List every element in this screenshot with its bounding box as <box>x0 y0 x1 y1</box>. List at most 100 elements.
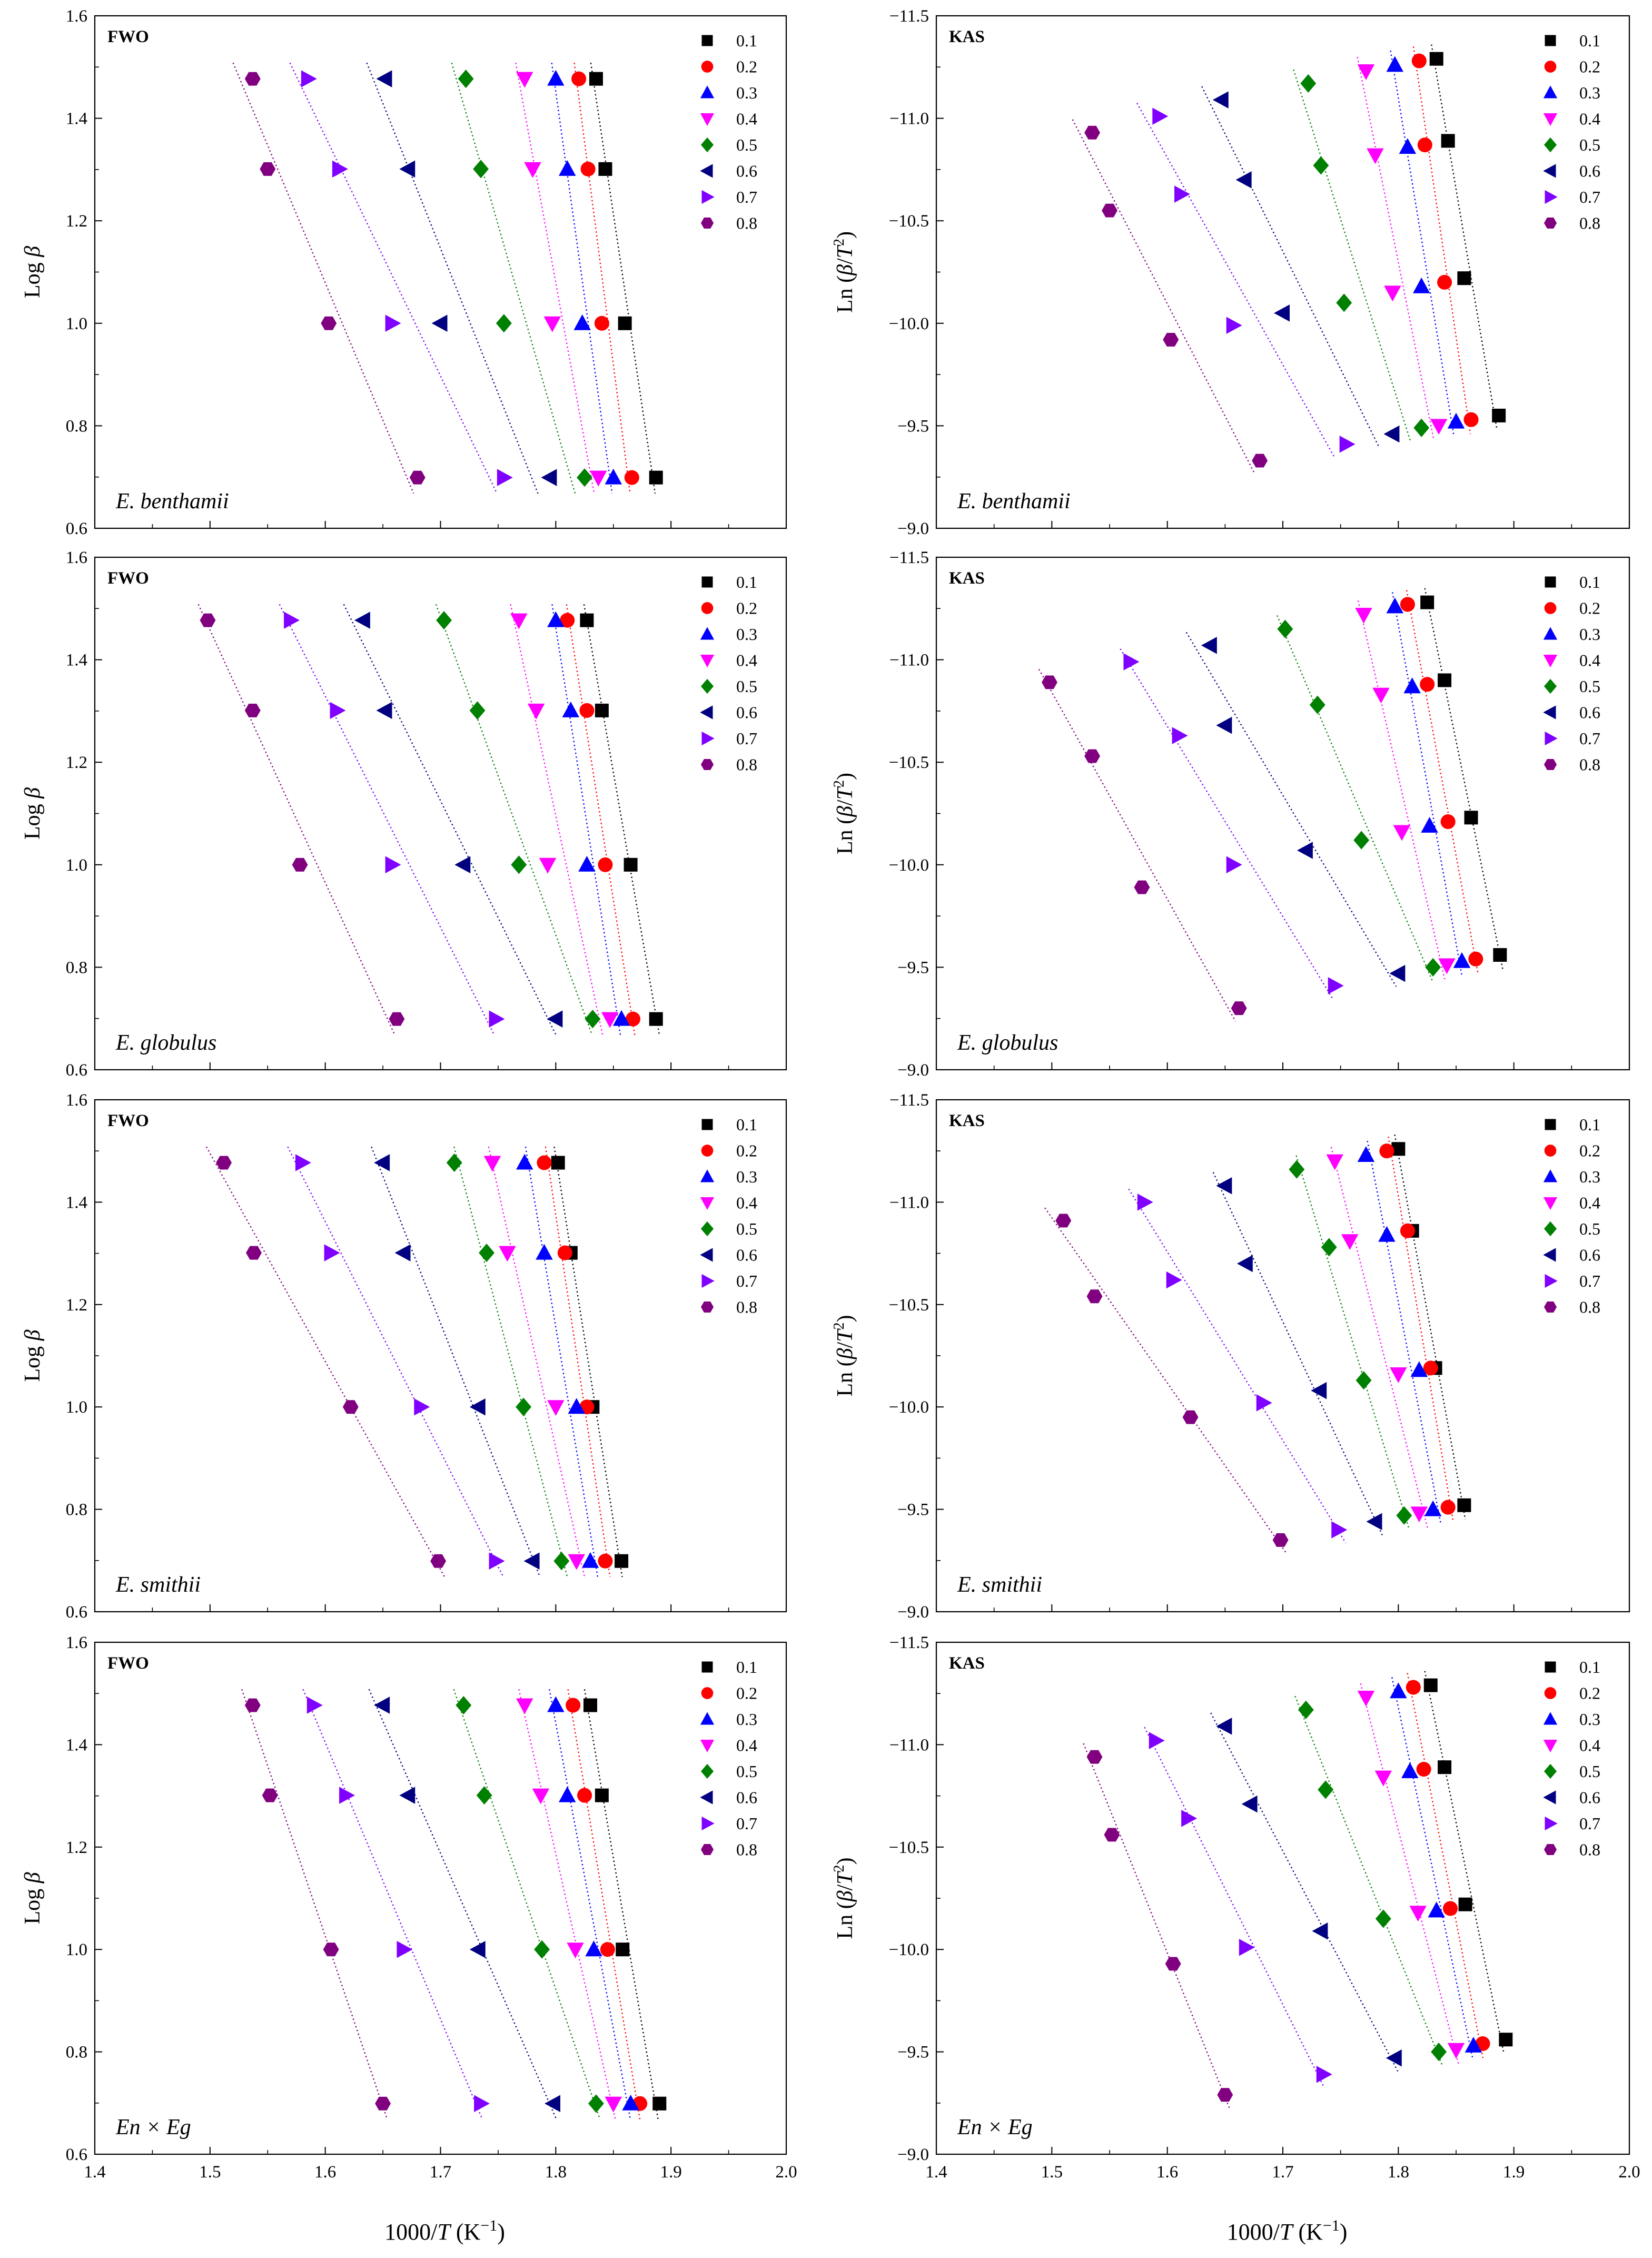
legend-marker-0.3 <box>700 627 715 640</box>
data-point-0.8 <box>1252 453 1268 468</box>
fit-line-0.8 <box>1038 669 1236 1022</box>
data-point-0.7 <box>497 469 513 486</box>
fit-line-0.5 <box>451 63 576 494</box>
panel-fwo-1: 0.6 0.8 1.0 1.2 1.4 1.6 Log β FWO E. benthamii 0.… <box>21 7 787 538</box>
legend-marker-0.4 <box>1543 1740 1558 1753</box>
data-point-0.5 <box>1318 1780 1334 1799</box>
data-point-0.7 <box>474 2095 490 2113</box>
legend-marker-0.2 <box>701 1687 714 1699</box>
legend-label-0.3: 0.3 <box>736 1167 757 1186</box>
legend-label-0.2: 0.2 <box>736 57 757 76</box>
data-point-0.3 <box>516 1153 533 1170</box>
legend-marker-0.6 <box>700 1790 713 1805</box>
data-point-0.2 <box>1440 1500 1456 1515</box>
data-point-0.4 <box>1341 1234 1359 1250</box>
data-point-0.2 <box>1406 1680 1421 1695</box>
data-point-0.3 <box>547 611 565 627</box>
data-point-0.2 <box>571 71 587 86</box>
legend-marker-0.8 <box>700 218 714 229</box>
fit-line-0.1 <box>1431 44 1498 430</box>
sample-label: En × Eg <box>115 2115 191 2139</box>
data-point-0.7 <box>301 70 317 87</box>
legend-label-0.7: 0.7 <box>736 188 757 206</box>
fit-line-0.1 <box>1424 1671 1505 2054</box>
y-axis-label: Log β <box>21 1329 45 1382</box>
method-label: FWO <box>107 1111 149 1130</box>
legend-label-0.6: 0.6 <box>1579 1246 1600 1265</box>
legend-label-0.1: 0.1 <box>736 573 757 591</box>
panel-fwo-2: 0.6 0.8 1.0 1.2 1.4 1.6 Log β FWO E. globulus 0.1… <box>21 548 787 1080</box>
data-point-0.2 <box>1417 137 1432 153</box>
legend-label-0.3: 0.3 <box>1579 83 1600 102</box>
data-point-0.1 <box>595 703 609 717</box>
legend-marker-0.4 <box>1543 1197 1558 1210</box>
data-point-0.7 <box>385 856 401 874</box>
data-point-0.4 <box>1357 1690 1375 1707</box>
data-point-0.1 <box>598 162 612 176</box>
data-point-0.7 <box>324 1244 340 1261</box>
data-point-0.3 <box>585 1940 602 1957</box>
y-tick-label: 1.2 <box>66 1296 87 1315</box>
fit-line-0.5 <box>453 1689 601 2120</box>
data-point-0.5 <box>1413 418 1430 437</box>
data-point-0.5 <box>577 468 592 487</box>
data-point-0.4 <box>539 857 557 874</box>
legend-marker-0.3 <box>700 85 715 98</box>
data-point-0.8 <box>1041 675 1057 689</box>
data-point-0.8 <box>430 1554 447 1568</box>
fit-line-0.4 <box>1360 1683 1459 2064</box>
data-point-0.8 <box>389 1012 405 1026</box>
data-point-0.1 <box>580 613 594 627</box>
data-point-0.6 <box>1216 1177 1232 1195</box>
data-point-0.5 <box>1353 831 1370 850</box>
fit-line-0.4 <box>1357 56 1435 440</box>
data-point-0.1 <box>1492 408 1506 422</box>
data-point-0.3 <box>612 1010 630 1026</box>
y-tick-label: 0.8 <box>66 417 87 436</box>
legend-marker-0.3 <box>1543 1712 1558 1725</box>
data-point-0.4 <box>1430 419 1448 435</box>
data-point-0.3 <box>1465 2037 1482 2053</box>
x-tick-label: 1.5 <box>1041 2163 1063 2182</box>
y-tick-label: 1.4 <box>66 1193 87 1212</box>
data-point-0.3 <box>1378 1226 1396 1242</box>
data-point-0.5 <box>446 1153 462 1172</box>
fit-line-0.5 <box>435 604 593 1036</box>
data-point-0.8 <box>1055 1214 1072 1228</box>
legend-label-0.4: 0.4 <box>1579 110 1600 129</box>
data-point-0.6 <box>1383 425 1400 443</box>
data-point-0.8 <box>409 470 426 485</box>
data-point-0.5 <box>1309 695 1325 714</box>
fit-line-0.2 <box>1407 1673 1484 2058</box>
legend-marker-0.1 <box>701 576 713 588</box>
legend-marker-0.5 <box>1544 678 1557 694</box>
plot-frame <box>94 1099 787 1613</box>
data-point-0.7 <box>1239 1939 1255 1956</box>
x-tick-label: 1.7 <box>430 2163 451 2182</box>
legend-label-0.5: 0.5 <box>736 677 757 696</box>
data-point-0.7 <box>1256 1394 1272 1412</box>
data-point-0.1 <box>1438 673 1452 687</box>
legend-marker-0.2 <box>1544 1145 1557 1157</box>
data-point-0.5 <box>479 1244 494 1263</box>
data-point-0.6 <box>394 1244 411 1261</box>
y-tick-label: −11.0 <box>889 1193 929 1212</box>
data-point-0.3 <box>1412 277 1430 293</box>
fit-line-0.8 <box>241 1689 388 2120</box>
data-point-0.8 <box>342 1400 359 1414</box>
legend-label-0.8: 0.8 <box>736 214 757 233</box>
y-axis-label: Ln (β/T2) <box>831 231 857 313</box>
data-point-0.3 <box>1403 677 1421 694</box>
data-point-0.5 <box>473 160 489 179</box>
data-point-0.2 <box>1416 1762 1431 1777</box>
data-point-0.1 <box>1464 811 1478 825</box>
data-point-0.1 <box>1493 948 1507 962</box>
legend-marker-0.2 <box>701 1145 714 1157</box>
x-axis-label: 1000/T (K−1) <box>384 2217 505 2245</box>
y-tick-label: 0.8 <box>66 2043 87 2062</box>
y-tick-label: 1.6 <box>66 1633 87 1652</box>
legend-label-0.6: 0.6 <box>1579 1788 1600 1807</box>
data-point-0.1 <box>1429 52 1443 66</box>
data-point-0.2 <box>577 1788 592 1803</box>
legend-label-0.3: 0.3 <box>736 83 757 102</box>
